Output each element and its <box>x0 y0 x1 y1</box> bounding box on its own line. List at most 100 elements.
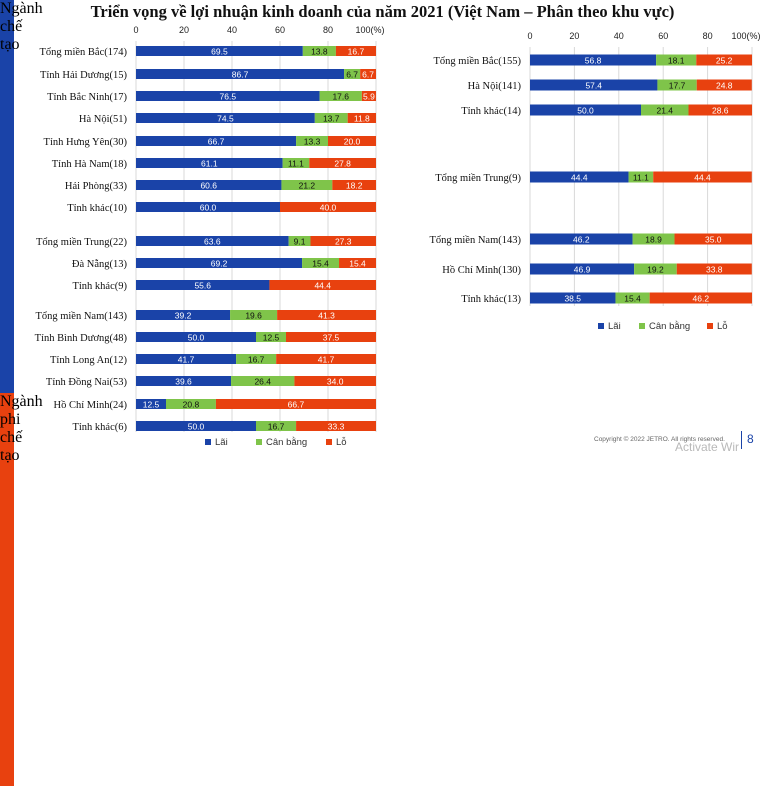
nonmfg-data-label: 17.7 <box>669 80 686 90</box>
mfg-bar-segment <box>231 376 295 386</box>
mfg-data-label: 39.6 <box>175 376 192 386</box>
mfg-bar-segment <box>302 46 336 56</box>
mfg-bar-segment <box>296 136 328 146</box>
mfg-data-label: 40.0 <box>320 202 337 212</box>
mfg-bar-segment <box>360 69 376 79</box>
nonmfg-data-label: 46.9 <box>574 264 591 274</box>
mfg-data-label: 27.3 <box>335 236 352 246</box>
mfg-bar-segment <box>136 136 297 146</box>
mfg-bar-segment <box>166 399 216 409</box>
mfg-bar-segment <box>136 113 315 123</box>
mfg-data-label: 13.3 <box>304 136 321 146</box>
mfg-bar-segment <box>136 202 280 212</box>
mfg-data-label: 86.7 <box>232 69 249 79</box>
mfg-bar-segment <box>136 376 232 386</box>
mfg-data-label: 55.6 <box>194 280 211 290</box>
mfg-data-label: 20.8 <box>183 399 200 409</box>
nonmfg-axis-tick-label: 0 <box>527 31 532 41</box>
nonmfg-data-label: 28.6 <box>712 105 729 115</box>
nonmfg-bar-segment <box>649 292 752 304</box>
mfg-bar-segment <box>230 310 278 320</box>
mfg-legend-swatch <box>205 439 211 445</box>
mfg-bar-segment <box>281 180 333 190</box>
mfg-data-label: 15.4 <box>349 258 366 268</box>
nonmfg-bar-segment <box>615 292 650 304</box>
mfg-bar-segment <box>339 258 376 268</box>
nonmfg-bar-segment <box>530 233 633 245</box>
nonmfg-row-label: Hà Nội(141) <box>468 81 522 92</box>
mfg-legend-label: Cân bằng <box>266 437 307 448</box>
mfg-bar-segment <box>332 180 376 190</box>
mfg-row-label: Tổng miền Nam(143) <box>35 311 127 322</box>
mfg-data-label: 5.9 <box>363 91 375 101</box>
mfg-bar-segment <box>136 91 320 101</box>
nonmfg-bar-segment <box>632 233 675 245</box>
mfg-data-label: 50.0 <box>188 332 205 342</box>
mfg-data-label: 6.7 <box>362 69 374 79</box>
page-title: Triển vọng về lợi nhuận kinh doanh của n… <box>90 2 675 21</box>
nonmfg-bar-segment <box>676 263 752 275</box>
nonmfg-bar-segment <box>628 171 654 183</box>
nonmfg-data-label: 18.9 <box>645 234 662 244</box>
nonmfg-data-label: 18.1 <box>668 55 685 65</box>
mfg-row-label: Hồ Chí Minh(24) <box>54 400 128 411</box>
page-number: 8 <box>747 432 754 446</box>
mfg-data-label: 12.5 <box>143 399 160 409</box>
mfg-row-label: Tỉnh Hải Dương(15) <box>40 70 128 81</box>
mfg-data-label: 15.4 <box>312 258 329 268</box>
mfg-data-label: 74.5 <box>217 113 234 123</box>
mfg-data-label: 11.1 <box>288 158 304 168</box>
mfg-legend-swatch <box>256 439 262 445</box>
nonmfg-data-label: 57.4 <box>585 80 602 90</box>
nonmfg-bar-segment <box>641 104 689 116</box>
mfg-data-label: 76.5 <box>220 91 237 101</box>
mfg-data-label: 21.2 <box>299 180 316 190</box>
manufacturing-band: Ngành chế tạo <box>0 0 43 393</box>
mfg-data-label: 60.0 <box>200 202 217 212</box>
mfg-legend-label: Lỗ <box>336 437 347 448</box>
mfg-data-label: 37.5 <box>323 332 340 342</box>
mfg-axis-tick-label: 20 <box>179 25 189 35</box>
mfg-row-label: Hà Nội(51) <box>79 114 128 125</box>
mfg-data-label: 69.2 <box>211 258 228 268</box>
activation-watermark: Activate Wir <box>675 440 740 454</box>
nonmfg-bar-segment <box>656 54 697 66</box>
mfg-bar-segment <box>269 280 376 290</box>
mfg-bar-segment <box>361 91 376 101</box>
mfg-data-label: 41.3 <box>318 310 335 320</box>
nonmfg-data-label: 46.2 <box>573 234 590 244</box>
nonmfg-legend-swatch <box>707 323 713 329</box>
mfg-bar-segment <box>136 69 345 79</box>
mfg-bar-segment <box>136 332 256 342</box>
mfg-bar-segment <box>136 46 303 56</box>
nonmfg-bar-segment <box>653 171 752 183</box>
mfg-data-label: 60.6 <box>200 180 217 190</box>
mfg-row-label: Tỉnh Bình Dương(48) <box>35 333 128 344</box>
mfg-data-label: 11.8 <box>354 113 370 123</box>
mfg-data-label: 17.6 <box>332 91 349 101</box>
mfg-legend-swatch <box>326 439 332 445</box>
nonmfg-bar-segment <box>530 79 658 91</box>
mfg-bar-segment <box>314 113 348 123</box>
mfg-bar-segment <box>309 158 376 168</box>
nonmfg-bar-segment <box>530 171 629 183</box>
nonmfg-row-label: Tổng miền Bắc(155) <box>434 56 522 67</box>
nonmfg-bar-segment <box>657 79 697 91</box>
mfg-bar-segment <box>136 236 289 246</box>
mfg-row-label: Hải Phòng(33) <box>65 181 128 192</box>
nonmfg-bar-segment <box>530 104 641 116</box>
mfg-bar-segment <box>236 354 277 364</box>
nonmfg-axis-tick-label: 80 <box>703 31 713 41</box>
mfg-data-label: 16.7 <box>268 421 285 431</box>
mfg-data-label: 6.7 <box>346 69 358 79</box>
nonmfg-legend-swatch <box>598 323 604 329</box>
mfg-bar-segment <box>136 158 283 168</box>
mfg-bar-segment <box>294 376 376 386</box>
mfg-data-label: 16.7 <box>248 354 265 364</box>
mfg-bar-segment <box>347 113 376 123</box>
mfg-bar-segment <box>277 310 376 320</box>
mfg-data-label: 69.5 <box>211 46 228 56</box>
mfg-bar-segment <box>344 69 361 79</box>
nonmfg-row-label: Tỉnh khác(14) <box>461 106 521 117</box>
nonmfg-bar-segment <box>688 104 752 116</box>
